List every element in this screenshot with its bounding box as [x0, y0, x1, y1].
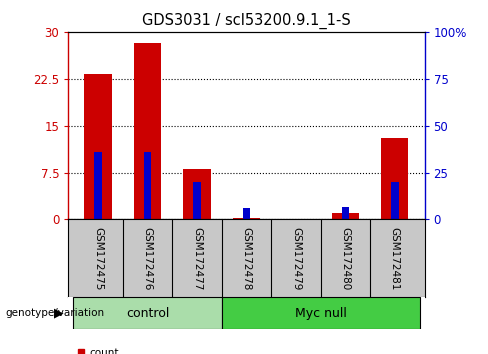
Bar: [292, 218, 300, 219]
Bar: [243, 208, 250, 219]
Bar: [193, 182, 201, 219]
Bar: [391, 182, 399, 219]
Text: ▶: ▶: [54, 307, 63, 320]
Bar: [332, 213, 359, 219]
Bar: [73, 297, 222, 329]
Bar: [381, 138, 408, 219]
Bar: [233, 218, 260, 219]
Title: GDS3031 / scl53200.9.1_1-S: GDS3031 / scl53200.9.1_1-S: [142, 13, 351, 29]
Text: control: control: [126, 307, 169, 320]
Text: genotype/variation: genotype/variation: [5, 308, 104, 318]
Bar: [94, 152, 102, 219]
Text: GSM172475: GSM172475: [93, 227, 103, 290]
Text: GSM172476: GSM172476: [142, 227, 152, 290]
Text: GSM172481: GSM172481: [390, 227, 400, 290]
Text: GSM172479: GSM172479: [291, 227, 301, 290]
Text: Myc null: Myc null: [295, 307, 346, 320]
Bar: [84, 74, 112, 219]
Bar: [222, 297, 420, 329]
Bar: [143, 152, 151, 219]
Bar: [342, 207, 349, 219]
Bar: [134, 43, 161, 219]
Bar: [183, 170, 210, 219]
Text: GSM172477: GSM172477: [192, 227, 202, 290]
Text: count: count: [89, 348, 119, 354]
Text: GSM172478: GSM172478: [242, 227, 251, 290]
Text: GSM172480: GSM172480: [341, 227, 350, 290]
